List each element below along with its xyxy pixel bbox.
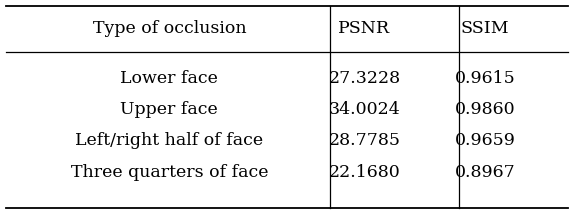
Text: Lower face: Lower face xyxy=(121,70,218,87)
Text: 27.3228: 27.3228 xyxy=(328,70,401,87)
Text: 0.9615: 0.9615 xyxy=(455,70,515,87)
Text: 34.0024: 34.0024 xyxy=(328,101,401,118)
Text: Upper face: Upper face xyxy=(121,101,218,118)
Text: Three quarters of face: Three quarters of face xyxy=(71,164,268,181)
Text: Left/right half of face: Left/right half of face xyxy=(75,132,263,149)
Text: 0.9659: 0.9659 xyxy=(455,132,515,149)
Text: SSIM: SSIM xyxy=(461,20,509,37)
Text: 28.7785: 28.7785 xyxy=(328,132,401,149)
Text: Type of occlusion: Type of occlusion xyxy=(92,20,246,37)
Text: 0.9860: 0.9860 xyxy=(455,101,515,118)
Text: 22.1680: 22.1680 xyxy=(328,164,401,181)
Text: 0.8967: 0.8967 xyxy=(455,164,515,181)
Text: PSNR: PSNR xyxy=(339,20,390,37)
